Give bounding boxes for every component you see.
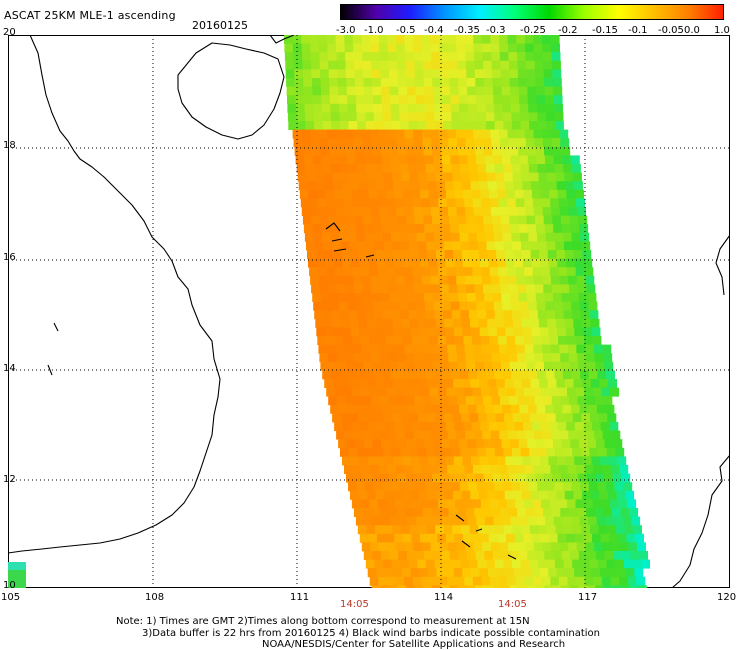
- swath-time-right: 14:05: [498, 599, 527, 610]
- chart-title: ASCAT 25KM MLE-1 ascending: [4, 9, 176, 22]
- colorbar-label: -3.0: [336, 25, 356, 36]
- footer-credit: NOAA/NESDIS/Center for Satellite Applica…: [262, 639, 566, 650]
- colorbar-label: -0.3: [486, 25, 506, 36]
- lon-label-111: 111: [290, 592, 310, 603]
- coastline-hainan: [177, 42, 285, 140]
- colorbar-label: -0.2: [558, 25, 578, 36]
- chart-date: 20160125: [192, 19, 248, 32]
- lon-label-114: 114: [434, 592, 454, 603]
- colorbar-label: -1.0: [364, 25, 384, 36]
- colorbar-label: -0.1: [628, 25, 648, 36]
- colorbar-label: -0.05: [658, 25, 684, 36]
- colorbar-label: 1.0: [714, 25, 730, 36]
- colorbar-label: -0.15: [592, 25, 618, 36]
- lat-label-14: 14: [3, 363, 16, 374]
- lat-label-12: 12: [3, 474, 16, 485]
- lon-label-105: 105: [1, 592, 21, 603]
- lat-label-18: 18: [3, 140, 16, 151]
- lat-label-10: 10: [3, 580, 16, 591]
- coastline-islands: [47, 222, 517, 560]
- coastline-leizhou: [269, 35, 295, 44]
- lon-label-120: 120: [717, 592, 737, 603]
- map-panel: [8, 35, 730, 588]
- map-grid: [8, 35, 730, 588]
- coastline: [8, 35, 730, 588]
- colorbar-label: -0.25: [520, 25, 546, 36]
- colorbar-label: -0.35: [454, 25, 480, 36]
- lon-label-108: 108: [145, 592, 165, 603]
- lat-label-20: 20: [3, 27, 16, 38]
- colorbar-label: 0.0: [684, 25, 700, 36]
- footer-note-line1: Note: 1) Times are GMT 2)Times along bot…: [116, 616, 530, 627]
- colorbar-labels: -3.0 -1.0 -0.5 -0.4 -0.35 -0.3 -0.25 -0.2 -0.15-…: [336, 25, 736, 37]
- lat-label-16: 16: [3, 252, 16, 263]
- colorbar-label: -0.5: [396, 25, 416, 36]
- footer-note-line2: 3)Data buffer is 22 hrs from 20160125 4)…: [142, 628, 600, 639]
- coastline-vietnam: [8, 35, 221, 554]
- wind-swath: [284, 35, 650, 588]
- swath-time-left: 14:05: [340, 599, 369, 610]
- coastline-philippines: [671, 234, 730, 588]
- colorbar-label: -0.4: [424, 25, 444, 36]
- colorbar: [340, 4, 724, 20]
- lon-label-117: 117: [578, 592, 598, 603]
